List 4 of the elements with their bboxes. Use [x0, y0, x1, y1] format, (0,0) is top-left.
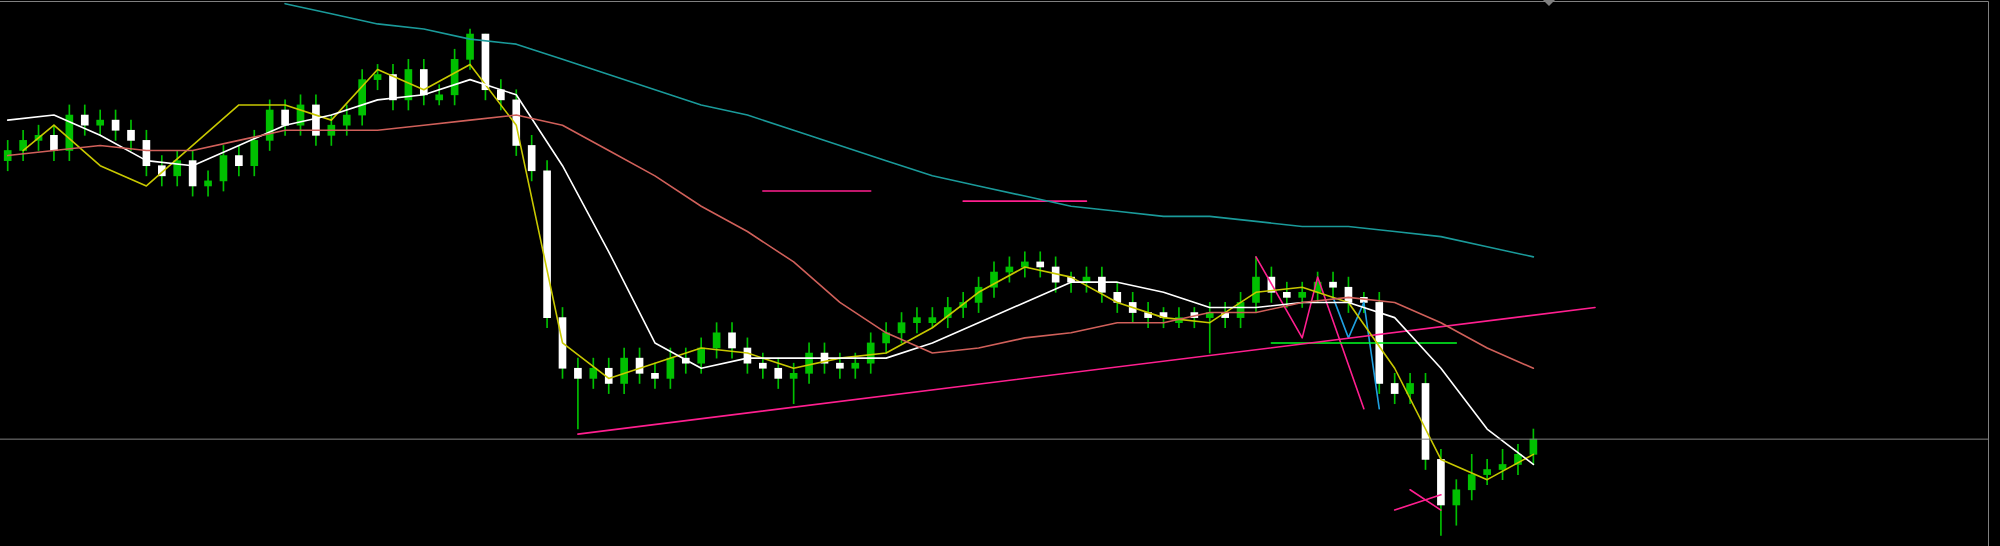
candlestick — [913, 307, 921, 334]
candlestick — [574, 357, 582, 430]
candlestick — [204, 170, 212, 197]
candlestick — [1036, 251, 1045, 278]
